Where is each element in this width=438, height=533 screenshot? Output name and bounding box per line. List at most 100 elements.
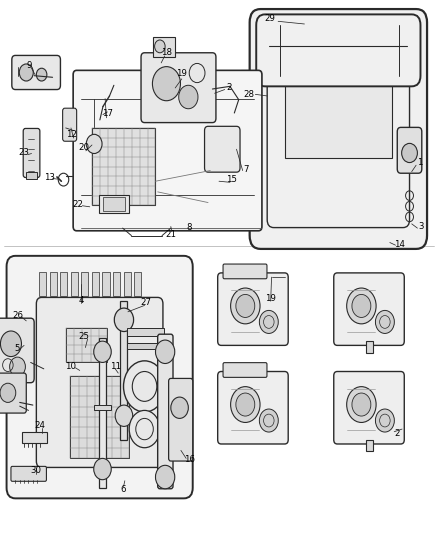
Bar <box>366 341 374 353</box>
Bar <box>134 272 141 296</box>
FancyBboxPatch shape <box>334 372 404 444</box>
Circle shape <box>171 397 188 418</box>
Circle shape <box>259 409 278 432</box>
FancyBboxPatch shape <box>205 126 240 172</box>
Bar <box>241 70 249 108</box>
Text: 18: 18 <box>161 48 172 56</box>
Bar <box>71 272 78 296</box>
Text: 3: 3 <box>419 222 424 231</box>
FancyBboxPatch shape <box>218 273 288 345</box>
Text: 14: 14 <box>394 240 405 248</box>
Text: 9: 9 <box>26 61 32 70</box>
FancyBboxPatch shape <box>223 264 267 279</box>
Circle shape <box>230 288 260 324</box>
Bar <box>103 197 125 211</box>
Text: 19: 19 <box>265 294 276 303</box>
Text: 22: 22 <box>72 200 84 209</box>
Text: 25: 25 <box>78 333 90 341</box>
Bar <box>94 405 111 410</box>
Text: 28: 28 <box>243 91 254 99</box>
Circle shape <box>19 64 33 81</box>
Text: 11: 11 <box>110 362 121 370</box>
Circle shape <box>10 357 25 376</box>
Text: 10: 10 <box>65 362 77 370</box>
Text: 6: 6 <box>120 485 125 494</box>
Bar <box>366 440 374 451</box>
Bar <box>22 432 47 443</box>
Circle shape <box>375 409 394 432</box>
Text: 17: 17 <box>102 109 113 118</box>
Text: 7: 7 <box>244 165 249 174</box>
Circle shape <box>155 340 175 364</box>
Text: 1: 1 <box>417 158 422 167</box>
Text: 12: 12 <box>66 131 77 139</box>
Bar <box>92 128 155 205</box>
Circle shape <box>375 310 394 334</box>
FancyBboxPatch shape <box>158 334 173 489</box>
Circle shape <box>236 393 255 416</box>
Bar <box>70 376 129 458</box>
Bar <box>60 272 67 296</box>
Bar <box>285 62 392 158</box>
Circle shape <box>347 386 376 423</box>
FancyBboxPatch shape <box>0 373 26 413</box>
FancyBboxPatch shape <box>218 372 288 444</box>
Circle shape <box>0 331 21 357</box>
Circle shape <box>115 405 133 426</box>
Bar <box>92 272 99 296</box>
Text: 29: 29 <box>265 14 276 23</box>
Bar <box>81 272 88 296</box>
Circle shape <box>179 85 198 109</box>
FancyBboxPatch shape <box>7 256 193 498</box>
FancyBboxPatch shape <box>36 297 163 467</box>
FancyBboxPatch shape <box>397 127 422 173</box>
FancyBboxPatch shape <box>141 53 216 123</box>
FancyBboxPatch shape <box>169 378 193 461</box>
Circle shape <box>236 294 255 318</box>
Text: 15: 15 <box>226 175 237 184</box>
Bar <box>153 37 175 57</box>
Circle shape <box>86 134 102 154</box>
Text: 5: 5 <box>14 344 19 352</box>
Text: 13: 13 <box>43 173 55 182</box>
Circle shape <box>114 308 134 332</box>
Circle shape <box>402 143 417 163</box>
Circle shape <box>155 465 175 489</box>
FancyBboxPatch shape <box>0 318 34 383</box>
Circle shape <box>94 458 111 480</box>
Circle shape <box>152 67 180 101</box>
FancyBboxPatch shape <box>223 362 267 377</box>
Circle shape <box>352 294 371 318</box>
Bar <box>66 328 107 362</box>
Circle shape <box>124 361 166 412</box>
Text: 8: 8 <box>187 223 192 231</box>
Circle shape <box>347 288 376 324</box>
FancyBboxPatch shape <box>11 466 46 481</box>
Circle shape <box>155 40 165 53</box>
Circle shape <box>94 341 111 362</box>
Bar <box>120 301 127 440</box>
Text: 26: 26 <box>12 311 23 320</box>
FancyBboxPatch shape <box>73 70 262 231</box>
Bar <box>127 343 164 349</box>
Text: 21: 21 <box>165 230 177 239</box>
FancyBboxPatch shape <box>256 14 420 86</box>
Text: 2: 2 <box>226 84 231 92</box>
Text: 27: 27 <box>140 298 151 307</box>
Text: 19: 19 <box>177 69 187 78</box>
Text: 23: 23 <box>18 149 29 157</box>
Bar <box>124 272 131 296</box>
Circle shape <box>36 68 47 81</box>
FancyBboxPatch shape <box>12 55 60 90</box>
Circle shape <box>0 383 16 402</box>
Circle shape <box>129 410 160 448</box>
Text: 20: 20 <box>78 143 90 152</box>
Text: 30: 30 <box>30 466 42 475</box>
Bar <box>102 272 110 296</box>
FancyBboxPatch shape <box>250 9 427 249</box>
Text: 4: 4 <box>78 296 84 304</box>
Text: 24: 24 <box>34 421 45 430</box>
Text: 2: 2 <box>395 429 400 438</box>
Bar <box>127 328 164 336</box>
FancyBboxPatch shape <box>63 108 77 141</box>
